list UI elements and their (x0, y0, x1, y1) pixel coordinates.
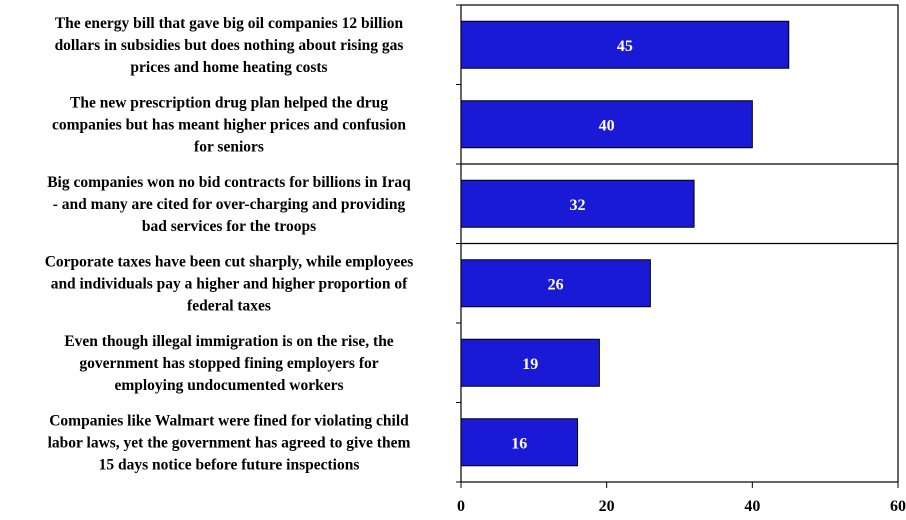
category-label-line: employing undocumented workers (114, 377, 343, 394)
bar (460, 100, 753, 149)
category-label-line: The energy bill that gave big oil compan… (55, 15, 404, 32)
category-label-line: The new prescription drug plan helped th… (70, 94, 388, 111)
category-label-line: - and many are cited for over-charging a… (53, 196, 406, 213)
category-label-line: dollars in subsidies but does nothing ab… (55, 37, 404, 54)
category-label-line: Companies like Walmart were fined for vi… (49, 412, 409, 429)
category-label: Companies like Walmart were fined for vi… (48, 412, 411, 473)
bars (460, 20, 790, 467)
category-label-line: prices and home heating costs (130, 59, 327, 76)
data-label: 19 (522, 356, 538, 373)
category-label: The new prescription drug plan helped th… (52, 94, 406, 155)
data-label: 32 (570, 197, 586, 214)
category-label: Even though illegal immigration is on th… (64, 333, 393, 394)
data-label: 40 (599, 117, 615, 134)
category-label-line: bad services for the troops (142, 218, 316, 235)
x-tick-label: 60 (890, 498, 906, 515)
category-label-line: and individuals pay a higher and higher … (51, 275, 408, 292)
category-label-line: Big companies won no bid contracts for b… (47, 174, 411, 191)
category-label: Corporate taxes have been cut sharply, w… (45, 253, 414, 314)
x-tick-label: 0 (457, 498, 465, 515)
data-label: 45 (617, 38, 633, 55)
category-label-line: Even though illegal immigration is on th… (64, 333, 393, 350)
category-label: The energy bill that gave big oil compan… (55, 15, 404, 76)
category-labels: The energy bill that gave big oil compan… (45, 15, 414, 474)
category-label-line: federal taxes (187, 297, 271, 314)
category-label-line: 15 days notice before future inspections (99, 456, 360, 473)
category-label: Big companies won no bid contracts for b… (47, 174, 411, 235)
category-label-line: for seniors (194, 138, 264, 155)
x-tick-label: 20 (599, 498, 615, 515)
data-labels: 45 40 32 26 19 16 (511, 38, 633, 453)
bar (460, 179, 695, 228)
x-axis: 0 20 40 60 (456, 4, 906, 515)
x-tick-label: 40 (744, 498, 760, 515)
bar (460, 259, 651, 308)
group-separators (461, 163, 898, 245)
data-label: 16 (511, 435, 527, 452)
category-label-line: companies but has meant higher prices an… (52, 116, 406, 133)
category-label-line: government has stopped fining employers … (79, 355, 378, 372)
category-label-line: labor laws, yet the government has agree… (48, 434, 411, 451)
data-label: 26 (548, 276, 564, 293)
bar (460, 338, 600, 387)
category-label-line: Corporate taxes have been cut sharply, w… (45, 253, 414, 270)
bar (460, 418, 579, 467)
bar (460, 20, 790, 69)
